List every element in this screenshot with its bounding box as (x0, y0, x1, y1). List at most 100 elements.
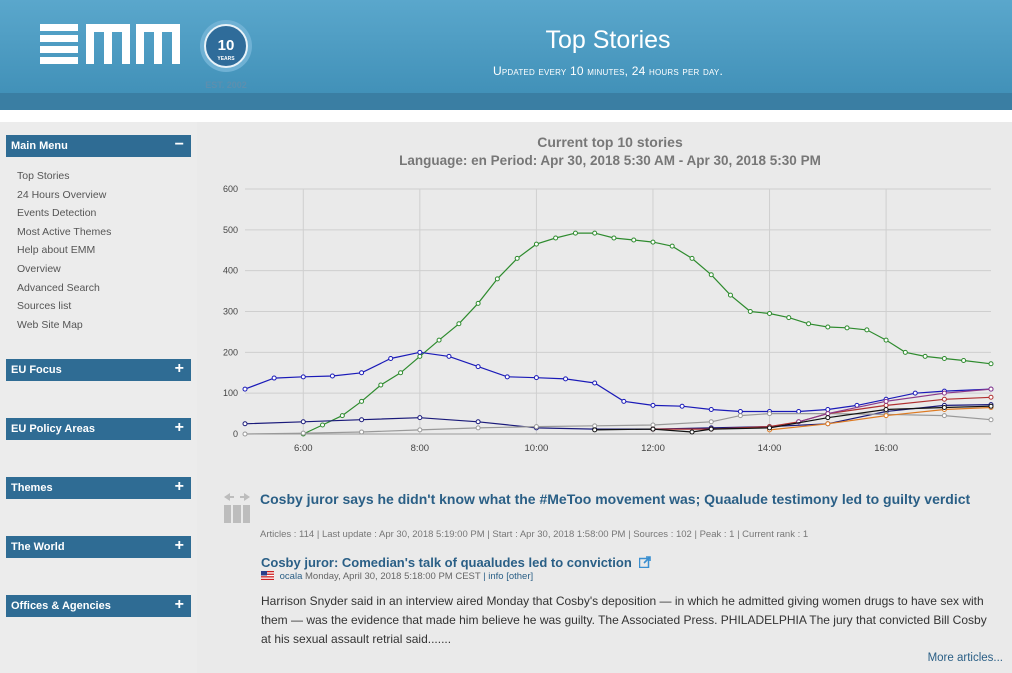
data-point[interactable] (436, 337, 442, 343)
data-point[interactable] (592, 230, 598, 236)
menu-item-most-active-themes[interactable]: Most Active Themes (17, 225, 112, 238)
data-point[interactable] (417, 427, 423, 433)
data-point[interactable] (553, 235, 559, 241)
data-point[interactable] (300, 419, 306, 425)
data-point[interactable] (864, 327, 870, 333)
data-point[interactable] (446, 353, 452, 359)
data-point[interactable] (242, 386, 248, 392)
data-point[interactable] (902, 349, 908, 355)
data-point[interactable] (941, 404, 947, 410)
data-point[interactable] (806, 321, 812, 327)
menu-main[interactable]: Main Menu − (6, 135, 191, 157)
data-point[interactable] (359, 398, 365, 404)
menu-item-events-detection[interactable]: Events Detection (17, 207, 97, 220)
data-point[interactable] (708, 272, 714, 278)
menu-offices-agencies[interactable]: Offices & Agencies + (6, 595, 191, 617)
data-point[interactable] (883, 398, 889, 404)
data-point[interactable] (650, 422, 656, 428)
source-name-link[interactable]: ocala (279, 571, 303, 582)
data-point[interactable] (417, 415, 423, 421)
story-title[interactable]: Cosby juror says he didn't know what the… (260, 491, 971, 507)
data-point[interactable] (533, 375, 539, 381)
data-point[interactable] (504, 374, 510, 380)
data-point[interactable] (708, 426, 714, 432)
data-point[interactable] (572, 230, 578, 236)
data-point[interactable] (727, 292, 733, 298)
menu-the-world[interactable]: The World + (6, 536, 191, 558)
data-point[interactable] (988, 394, 994, 400)
data-point[interactable] (988, 403, 994, 409)
menu-eu-focus[interactable]: EU Focus + (6, 359, 191, 381)
data-point[interactable] (883, 337, 889, 343)
data-point[interactable] (378, 382, 384, 388)
menu-item-top-stories[interactable]: Top Stories (17, 170, 70, 182)
data-point[interactable] (650, 402, 656, 408)
menu-themes[interactable]: Themes + (6, 477, 191, 499)
data-point[interactable] (242, 421, 248, 427)
data-point[interactable] (883, 407, 889, 412)
data-point[interactable] (475, 364, 481, 370)
data-point[interactable] (988, 417, 994, 423)
data-point[interactable] (796, 409, 802, 415)
menu-item-sources-list[interactable]: Sources list (17, 300, 72, 313)
data-point[interactable] (988, 361, 994, 367)
data-point[interactable] (737, 413, 743, 419)
data-point[interactable] (883, 413, 889, 419)
data-point[interactable] (631, 237, 637, 243)
data-point[interactable] (961, 358, 967, 363)
data-point[interactable] (533, 241, 539, 247)
data-point[interactable] (941, 413, 947, 419)
story-cluster-icon[interactable] (222, 491, 252, 523)
data-point[interactable] (533, 424, 539, 430)
data-point[interactable] (592, 427, 598, 433)
data-point[interactable] (320, 422, 326, 428)
data-point[interactable] (621, 398, 627, 404)
menu-item-advanced-search[interactable]: Advanced Search (17, 281, 100, 294)
data-point[interactable] (786, 315, 792, 321)
data-point[interactable] (417, 353, 423, 359)
data-point[interactable] (669, 243, 675, 249)
data-point[interactable] (514, 255, 520, 261)
series-line-1[interactable] (303, 232, 992, 435)
article-title[interactable]: Cosby juror: Comedian's talk of quaalude… (261, 555, 632, 570)
menu-item-overview[interactable]: Overview (17, 262, 61, 275)
data-point[interactable] (359, 429, 365, 435)
emm-logo[interactable] (40, 24, 180, 66)
menu-eu-policy-areas[interactable]: EU Policy Areas + (6, 418, 191, 440)
data-point[interactable] (563, 376, 569, 382)
data-point[interactable] (767, 411, 773, 417)
data-point[interactable] (825, 407, 831, 412)
data-point[interactable] (592, 380, 598, 386)
data-point[interactable] (329, 373, 335, 379)
data-point[interactable] (300, 374, 306, 380)
menu-item-web-site-map[interactable]: Web Site Map (17, 318, 83, 331)
data-point[interactable] (708, 419, 714, 425)
data-point[interactable] (941, 355, 947, 361)
expand-icon[interactable]: + (174, 478, 184, 495)
data-point[interactable] (592, 423, 598, 429)
data-point[interactable] (708, 407, 714, 412)
data-point[interactable] (650, 426, 656, 432)
data-point[interactable] (475, 300, 481, 306)
data-point[interactable] (767, 311, 773, 317)
data-point[interactable] (359, 417, 365, 423)
data-point[interactable] (689, 255, 695, 261)
series-line-2[interactable] (244, 351, 992, 413)
data-point[interactable] (767, 425, 773, 431)
data-point[interactable] (941, 396, 947, 402)
expand-icon[interactable]: + (174, 419, 184, 436)
data-point[interactable] (611, 235, 617, 241)
data-point[interactable] (650, 239, 656, 245)
data-point[interactable] (300, 430, 306, 436)
data-point[interactable] (941, 390, 947, 396)
data-point[interactable] (922, 353, 928, 359)
menu-item-help-about-emm[interactable]: Help about EMM (17, 244, 96, 257)
data-point[interactable] (398, 370, 404, 376)
data-point[interactable] (844, 325, 850, 331)
more-articles-link[interactable]: More articles... (927, 652, 1003, 664)
data-point[interactable] (883, 402, 889, 408)
data-point[interactable] (825, 421, 831, 427)
data-point[interactable] (679, 403, 685, 409)
data-point[interactable] (339, 413, 345, 419)
external-link-icon[interactable] (639, 556, 652, 568)
